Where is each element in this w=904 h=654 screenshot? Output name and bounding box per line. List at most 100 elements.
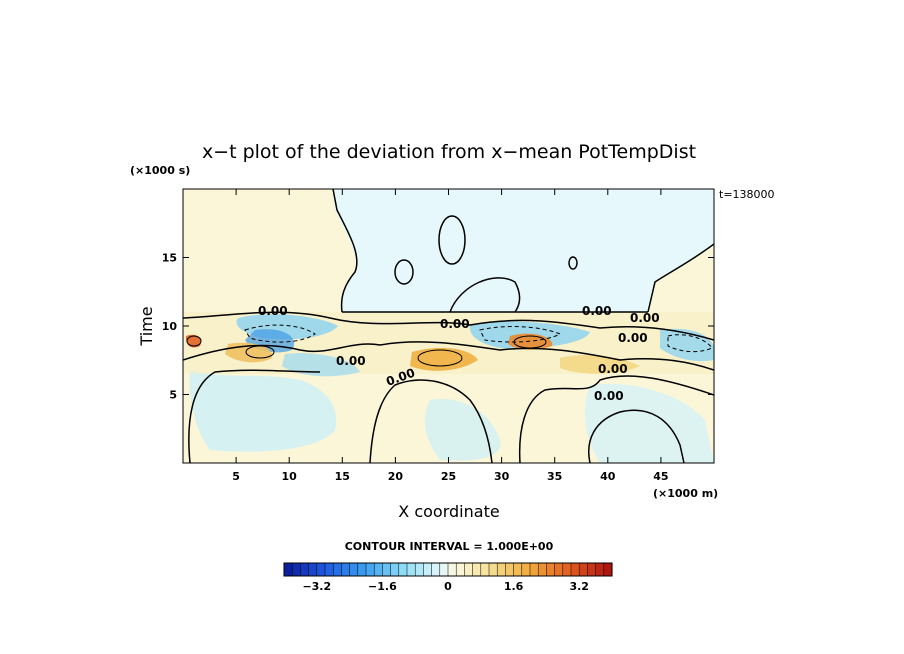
colorbar-cell — [464, 562, 474, 577]
colorbar-cell — [505, 562, 515, 577]
colorbar-frame — [283, 562, 613, 577]
dashed-contour-3 — [667, 334, 713, 353]
colorbar-cell — [562, 562, 572, 577]
colorbar-cell — [570, 562, 580, 577]
contour-lower-4 — [588, 409, 685, 463]
plot-area: 0.00 0.00 0.00 0.00 0.00 0.00 0.00 0.00 … — [183, 189, 714, 463]
contour-lower-1 — [188, 369, 321, 463]
colorbar-cell — [587, 562, 597, 577]
contour-lower-3 — [518, 375, 714, 463]
y-axis-ticks: 5 10 15 — [162, 252, 714, 402]
contour-label: 0.00 — [630, 311, 660, 325]
colorbar-cell — [349, 562, 359, 577]
colorbar-cell — [300, 562, 310, 577]
colorbar-tick-label: 1.6 — [504, 580, 524, 593]
colorbar-tick-label: −3.2 — [302, 580, 331, 593]
colorbar-cell — [291, 562, 301, 577]
field-region-lower-negative-2 — [424, 399, 501, 461]
x-unit-label: (×1000 m) — [653, 487, 718, 500]
colorbar-cell — [341, 562, 351, 577]
colorbar-cell — [455, 562, 465, 577]
colorbar-cell — [332, 562, 342, 577]
time-stamp: t=138000 — [719, 188, 775, 201]
contour-closed-2 — [394, 259, 414, 285]
colorbar-cell — [537, 562, 547, 577]
colorbar-cell — [431, 562, 441, 577]
colorbar-cell — [382, 562, 392, 577]
x-axis-ticks: 5 10 15 20 25 30 35 40 45 — [232, 189, 669, 483]
contour-upper-right — [647, 243, 714, 313]
x-tick-label: 30 — [494, 470, 510, 483]
colorbar-cell — [513, 562, 523, 577]
colorbar-cell — [488, 562, 498, 577]
x-tick-label: 10 — [282, 470, 298, 483]
y-tick-label: 10 — [162, 320, 178, 333]
colorbar-cell — [398, 562, 408, 577]
x-tick-label: 20 — [388, 470, 404, 483]
small-contour-1 — [245, 345, 275, 359]
colorbar-cell — [447, 562, 457, 577]
colorbar-cell — [472, 562, 482, 577]
contour-label: 0.00 — [582, 304, 612, 318]
dashed-contour-2 — [479, 326, 562, 343]
colorbar-cell — [423, 562, 433, 577]
y-tick-label: 5 — [169, 389, 177, 402]
colorbar-cell — [283, 562, 293, 577]
colorbar-cell — [324, 562, 334, 577]
small-contour-2 — [417, 349, 463, 367]
colorbar-tick-label: −1.6 — [368, 580, 397, 593]
dashed-contours — [244, 324, 713, 353]
x-tick-label: 35 — [547, 470, 562, 483]
contour-interval-text: CONTOUR INTERVAL = 1.000E+00 — [345, 540, 554, 553]
contour-label: 0.00 — [618, 331, 648, 345]
field-region-lower-negative-1 — [189, 370, 337, 452]
x-tick-label: 25 — [441, 470, 456, 483]
colorbar-cell — [595, 562, 605, 577]
field-band-negative-5 — [282, 353, 360, 377]
contour-label: 0.00 — [258, 304, 288, 318]
contour-band-top — [183, 311, 714, 341]
colorbar-cell — [373, 562, 383, 577]
y-axis-label: Time — [137, 306, 156, 346]
colorbar-cell — [365, 562, 375, 577]
contour-label: 0.00 — [336, 354, 366, 368]
colorbar-cell — [554, 562, 564, 577]
colorbar-cell — [390, 562, 400, 577]
x-axis-label: X coordinate — [398, 502, 499, 521]
colorbar-cell — [546, 562, 556, 577]
solid-small-contours — [186, 335, 547, 367]
contour-dip — [449, 277, 521, 313]
colorbar-cell — [308, 562, 318, 577]
colorbar-cell — [414, 562, 424, 577]
dashed-contour-1 — [244, 324, 316, 343]
contour-closed-1 — [438, 215, 466, 265]
x-tick-label: 5 — [232, 470, 240, 483]
field-region-upper-negative — [335, 189, 714, 312]
colorbar-cell — [496, 562, 506, 577]
contour-lower-2 — [369, 379, 493, 463]
colorbar-tick-label: 0 — [444, 580, 452, 593]
contour-lines — [183, 189, 714, 463]
small-contour-4 — [186, 335, 202, 347]
contour-label: 0.00 — [594, 389, 624, 403]
colorbar-cell — [439, 562, 449, 577]
colorbar-cell — [521, 562, 531, 577]
small-contour-3 — [513, 335, 547, 349]
colorbar-cell — [480, 562, 490, 577]
contour-closed-3 — [568, 256, 578, 270]
colorbar-cell — [578, 562, 588, 577]
y-unit-label: (×1000 s) — [130, 164, 190, 177]
field-band-positive-4 — [185, 334, 202, 348]
field-region-lower-negative-3 — [584, 383, 714, 463]
contour-upper-boundary — [332, 189, 358, 313]
colorbar-cell — [603, 562, 613, 577]
chart-title: x−t plot of the deviation from x−mean Po… — [202, 141, 696, 163]
contour-band-mid — [183, 341, 714, 371]
y-tick-label: 15 — [162, 252, 177, 265]
colorbar-cell — [529, 562, 539, 577]
x-tick-label: 40 — [600, 470, 616, 483]
x-tick-label: 45 — [653, 470, 668, 483]
colorbar-cell — [316, 562, 326, 577]
colorbar-tick-label: 3.2 — [569, 580, 589, 593]
